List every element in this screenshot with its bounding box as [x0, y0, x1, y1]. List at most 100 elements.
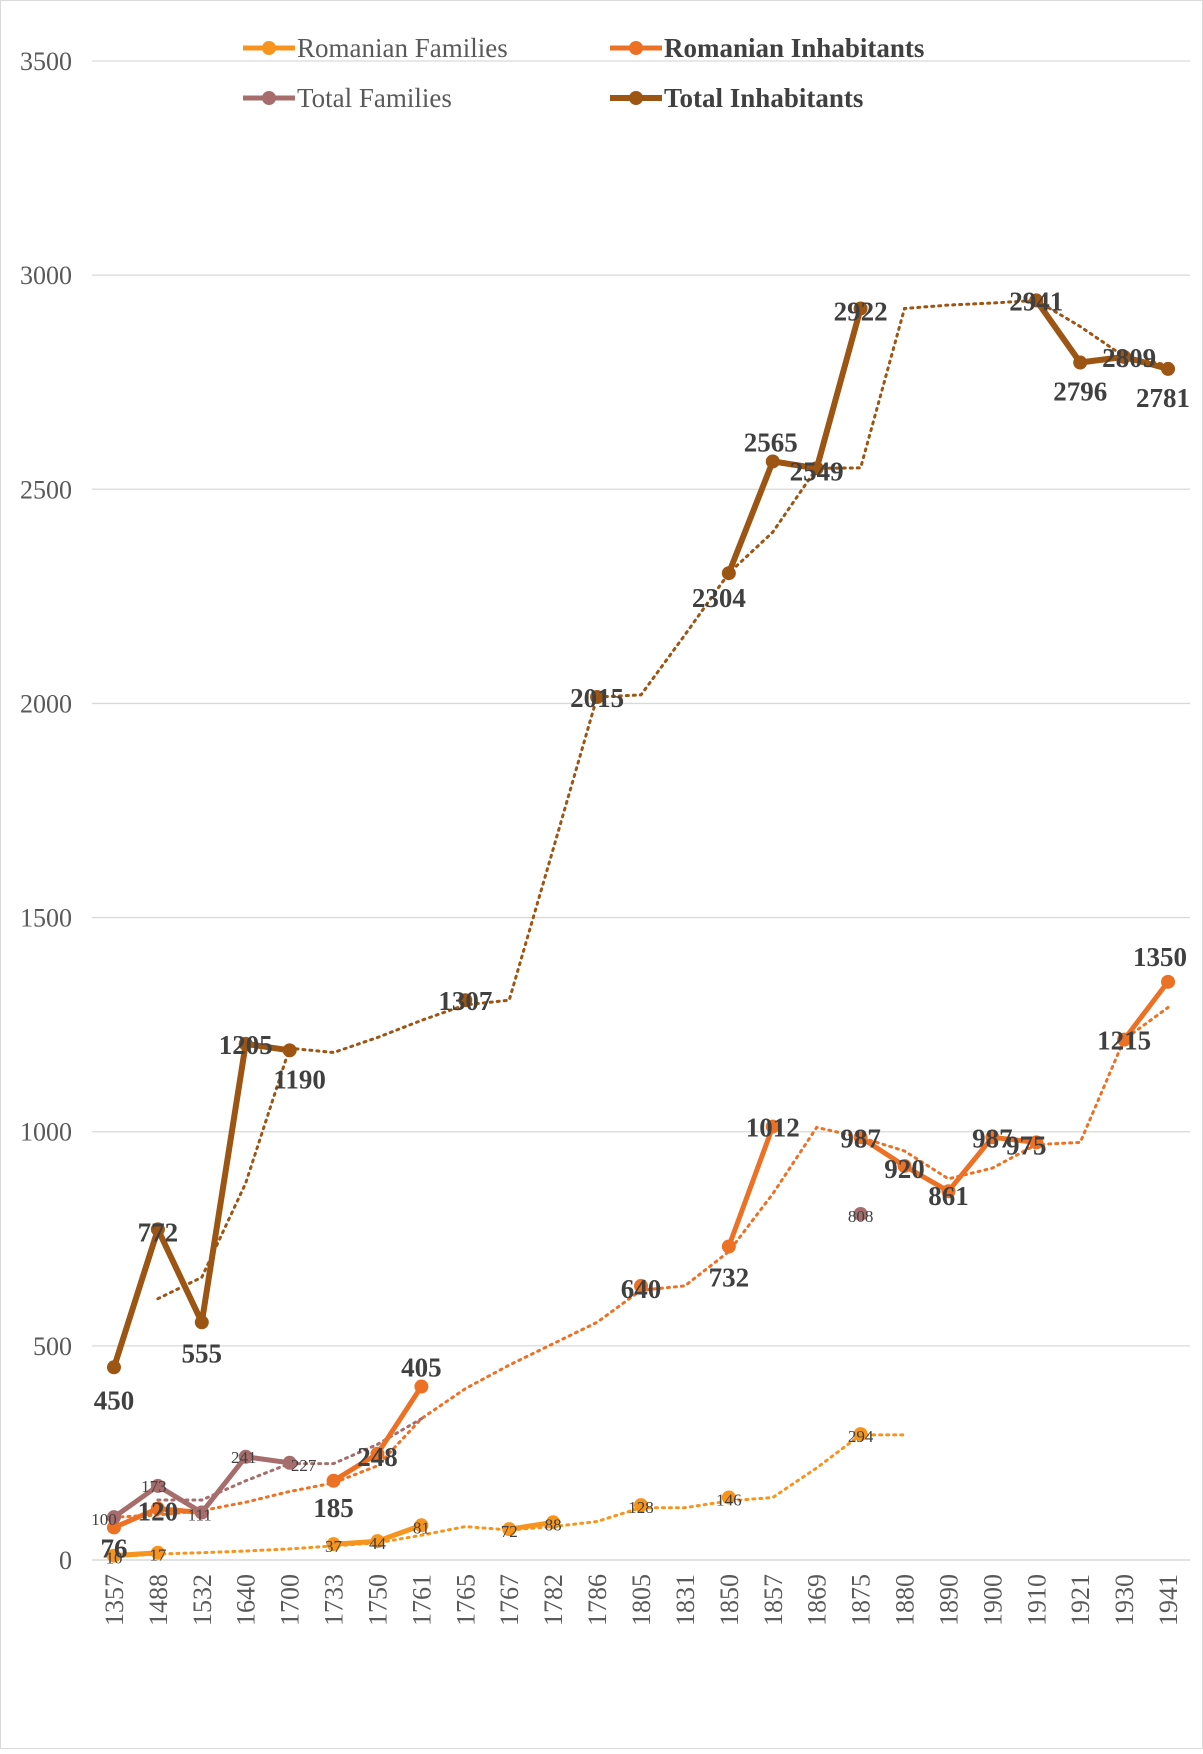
- total-inhabitants-data-label: 2796: [1053, 377, 1107, 407]
- romanian-families-point: [150, 1545, 165, 1560]
- romanian-inhabitants-point: [150, 1501, 165, 1516]
- romanian-families-data-label: 128: [628, 1498, 654, 1517]
- y-tick-label: 2500: [20, 475, 72, 504]
- romanian-families-data-label: 81: [413, 1518, 430, 1537]
- romanian-inhabitants-point: [765, 1119, 780, 1134]
- romanian-inhabitants-data-label: 1350: [1133, 942, 1187, 972]
- x-tick-label: 1921: [1066, 1574, 1095, 1626]
- total-families-data-label: 241: [231, 1448, 257, 1467]
- x-tick-label: 1488: [144, 1574, 173, 1626]
- x-tick-label: 1857: [759, 1574, 788, 1626]
- x-tick-label: 1700: [276, 1574, 305, 1626]
- romanian-families-point: [721, 1490, 736, 1505]
- total-inhabitants-data-label: 2015: [570, 683, 624, 713]
- romanian-inhabitants-data-label: 975: [1006, 1130, 1047, 1160]
- romanian-inhabitants-data-label: 920: [884, 1154, 925, 1184]
- total-families-data-label: 173: [141, 1477, 167, 1496]
- romanian-inhabitants-data-label: 987: [840, 1123, 881, 1153]
- total-inhabitants-point: [765, 454, 780, 469]
- romanian-families-line: [111, 1519, 556, 1559]
- x-tick-label: 1733: [320, 1574, 349, 1626]
- romanian-inhabitants-point: [634, 1278, 648, 1293]
- total-inhabitants-point: [1073, 355, 1088, 370]
- x-tick-label: 1532: [188, 1574, 217, 1626]
- romanian-inhabitants-data-label: 987: [972, 1123, 1013, 1153]
- total-families-data-label: 808: [848, 1207, 874, 1226]
- romanian-inhabitants-data-label: 1215: [1097, 1026, 1151, 1056]
- total-inhabitants-data-label: 450: [94, 1385, 135, 1415]
- total-inhabitants-point: [853, 301, 868, 316]
- total-inhabitants-point: [238, 1036, 253, 1051]
- romanian-families-data-label: 17: [149, 1546, 167, 1565]
- total-inhabitants-data-label: 2565: [744, 427, 798, 457]
- romanian-inhabitants-data-label: 640: [621, 1274, 662, 1304]
- romanian-inhabitants-point: [853, 1130, 868, 1145]
- legend-label: Total Families: [297, 83, 452, 113]
- romanian-families-point: [502, 1522, 517, 1537]
- romanian-families-point: [370, 1534, 385, 1549]
- total-inhabitants-line: [111, 297, 1171, 1371]
- total-inhabitants-point: [1161, 361, 1176, 376]
- x-tick-label: 1831: [671, 1574, 700, 1626]
- romanian-inhabitants-data-label: 1012: [746, 1113, 800, 1143]
- romanian-inhabitants-line: [111, 979, 1171, 1530]
- romanian-inhabitants-point: [1029, 1135, 1044, 1150]
- total-inhabitants-point: [809, 461, 824, 476]
- total-families-line: [111, 1454, 293, 1520]
- x-tick-label: 1850: [715, 1574, 744, 1626]
- total-families-point: [106, 1510, 121, 1525]
- romanian-families-point: [414, 1518, 429, 1533]
- total-inhabitants-data-label: 2941: [1009, 286, 1063, 316]
- romanian-inhabitants-data-label: 732: [709, 1262, 750, 1292]
- total-inhabitants-point: [1029, 293, 1044, 308]
- romanian-inhabitants-point: [897, 1158, 912, 1173]
- total-inhabitants-point: [194, 1315, 209, 1330]
- total-families-data-label: 227: [291, 1456, 317, 1475]
- legend-item-total-inhabitants: Total Inhabitants: [610, 83, 863, 113]
- total-inhabitants-point: [1117, 349, 1132, 364]
- axes: 0 500 1000 1500 2000 2500 3000 3500 1357 1488 1532…: [20, 47, 1190, 1626]
- x-tick-label: 1880: [891, 1574, 920, 1626]
- romanian-families-point: [853, 1427, 868, 1442]
- x-tick-label: 1640: [232, 1574, 261, 1626]
- romanian-families-data-label: 44: [369, 1534, 387, 1553]
- legend-item-romanian-inhabitants: Romanian Inhabitants: [610, 33, 924, 63]
- x-tick-label: 1782: [539, 1574, 568, 1626]
- x-tick-label: 1869: [803, 1574, 832, 1626]
- total-inhabitants-data-label: 772: [138, 1217, 179, 1247]
- romanian-inhabitants-point: [1117, 1032, 1132, 1047]
- romanian-families-data-label: 37: [325, 1537, 343, 1556]
- legend-swatch-marker: [629, 41, 643, 55]
- y-tick-label: 1000: [20, 1118, 72, 1147]
- romanian-inhabitants-point: [370, 1446, 385, 1461]
- legend-label: Total Inhabitants: [664, 83, 863, 113]
- romanian-inhabitants-data-label: 405: [401, 1353, 442, 1383]
- x-tick-label: 1750: [363, 1574, 392, 1626]
- total-inhabitants-data-label: 2549: [790, 456, 844, 486]
- romanian-families-trendline: [112, 1433, 906, 1559]
- romanian-families-data-label: 10: [105, 1549, 122, 1568]
- total-inhabitants-data-label: 2781: [1136, 383, 1190, 413]
- x-tick-label: 1767: [495, 1574, 524, 1626]
- y-tick-label: 3500: [20, 47, 72, 76]
- y-tick-label: 3000: [20, 261, 72, 290]
- total-inhabitants-point: [590, 690, 605, 705]
- legend-swatch-marker: [262, 41, 276, 55]
- x-tick-label: 1890: [934, 1574, 963, 1626]
- x-tick-label: 1805: [627, 1574, 656, 1626]
- y-tick-label: 0: [59, 1546, 72, 1575]
- x-tick-label: 1761: [407, 1574, 436, 1626]
- romanian-inhabitants-point: [414, 1379, 429, 1394]
- legend-swatch-marker: [629, 91, 643, 105]
- romanian-inhabitants-point: [985, 1130, 1000, 1145]
- total-inhabitants-data-label: 2304: [692, 583, 746, 613]
- total-inhabitants-point: [282, 1043, 297, 1058]
- legend-label: Romanian Families: [297, 33, 508, 63]
- legend-swatch-marker: [262, 91, 276, 105]
- romanian-inhabitants-data-label: 76: [100, 1533, 127, 1563]
- romanian-inhabitants-data-label: 120: [138, 1497, 179, 1527]
- romanian-inhabitants-data-label: 248: [357, 1442, 398, 1472]
